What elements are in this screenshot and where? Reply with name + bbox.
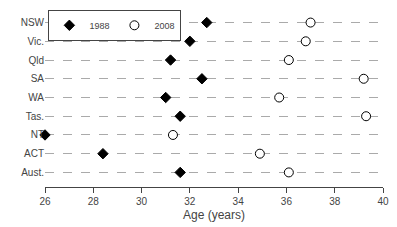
svg-text:30: 30 <box>136 196 148 207</box>
svg-text:Qld: Qld <box>28 55 44 66</box>
svg-text:SA: SA <box>31 73 45 84</box>
svg-text:WA: WA <box>28 92 44 103</box>
svg-text:Vic.: Vic. <box>28 36 45 47</box>
svg-text:NT: NT <box>31 129 44 140</box>
svg-text:28: 28 <box>88 196 100 207</box>
svg-text:Tas.: Tas. <box>26 111 44 122</box>
svg-text:34: 34 <box>233 196 245 207</box>
svg-text:38: 38 <box>329 196 341 207</box>
svg-text:40: 40 <box>377 196 389 207</box>
svg-text:32: 32 <box>184 196 196 207</box>
svg-text:NSW: NSW <box>21 17 45 28</box>
svg-text:2008: 2008 <box>154 21 174 31</box>
svg-text:26: 26 <box>39 196 51 207</box>
svg-text:1988: 1988 <box>89 21 109 31</box>
svg-text:Aust.: Aust. <box>21 167 44 178</box>
svg-text:Age (years): Age (years) <box>183 208 245 222</box>
svg-text:36: 36 <box>281 196 293 207</box>
svg-text:ACT: ACT <box>24 148 44 159</box>
